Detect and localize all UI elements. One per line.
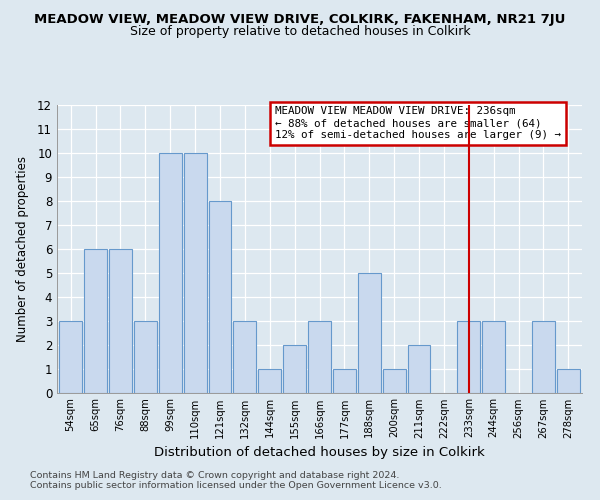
Bar [482,320,505,392]
Bar [557,368,580,392]
Bar [209,201,232,392]
Bar [308,320,331,392]
Bar [184,153,206,392]
Bar [258,368,281,392]
Bar [407,344,430,393]
X-axis label: Distribution of detached houses by size in Colkirk: Distribution of detached houses by size … [154,446,485,459]
Text: Contains public sector information licensed under the Open Government Licence v3: Contains public sector information licen… [30,481,442,490]
Bar [134,320,157,392]
Bar [532,320,555,392]
Text: Contains HM Land Registry data © Crown copyright and database right 2024.: Contains HM Land Registry data © Crown c… [30,471,400,480]
Bar [109,249,132,392]
Bar [159,153,182,392]
Bar [59,320,82,392]
Bar [457,320,480,392]
Text: MEADOW VIEW MEADOW VIEW DRIVE: 236sqm
← 88% of detached houses are smaller (64)
: MEADOW VIEW MEADOW VIEW DRIVE: 236sqm ← … [275,106,561,140]
Text: Size of property relative to detached houses in Colkirk: Size of property relative to detached ho… [130,25,470,38]
Bar [283,344,306,393]
Y-axis label: Number of detached properties: Number of detached properties [16,156,29,342]
Bar [233,320,256,392]
Bar [84,249,107,392]
Bar [358,272,381,392]
Bar [383,368,406,392]
Bar [333,368,356,392]
Text: MEADOW VIEW, MEADOW VIEW DRIVE, COLKIRK, FAKENHAM, NR21 7JU: MEADOW VIEW, MEADOW VIEW DRIVE, COLKIRK,… [34,12,566,26]
